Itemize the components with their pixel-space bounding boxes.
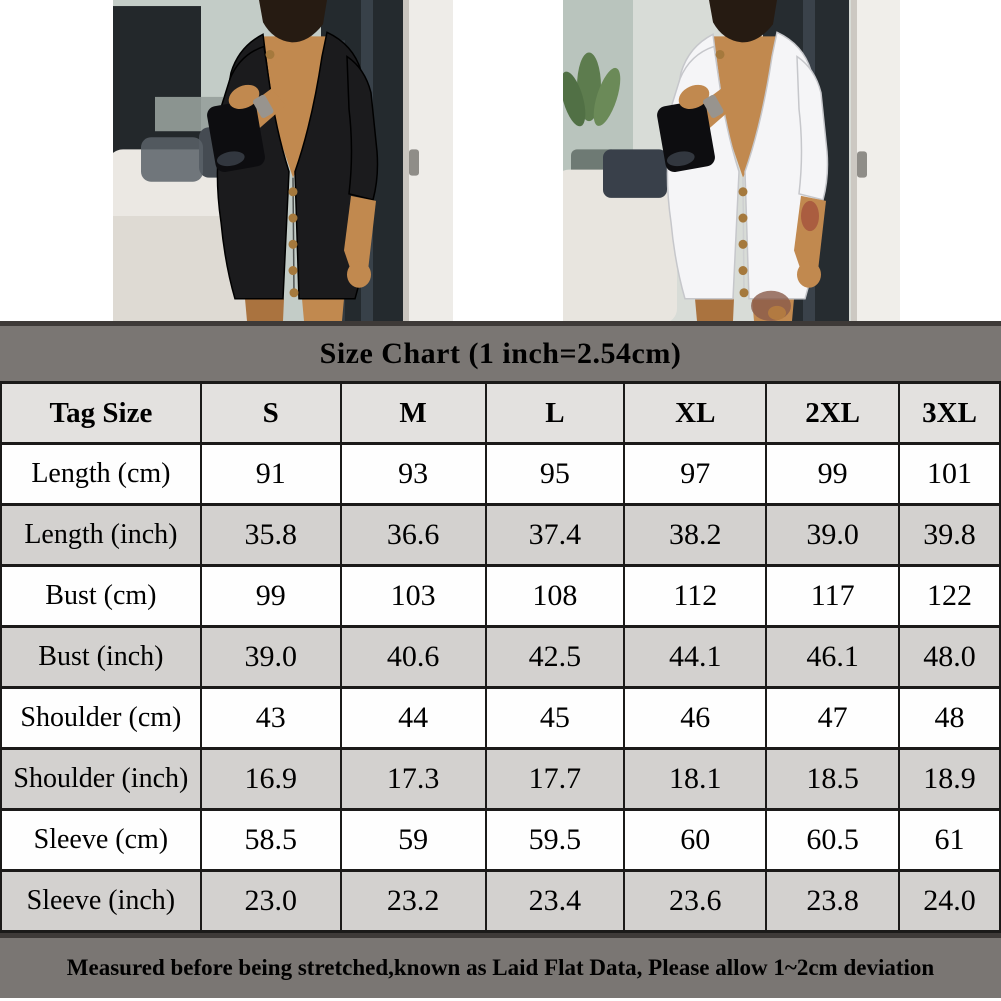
size-cell: 17.7: [484, 747, 626, 811]
product-photo-black: [113, 0, 453, 321]
size-cell: 60.5: [765, 808, 901, 872]
size-chart-title-band: Size Chart (1 inch=2.54cm): [0, 321, 1001, 381]
column-header-2xl: 2XL: [765, 381, 901, 445]
size-cell: 23.6: [623, 869, 768, 933]
row-label: Length (inch): [0, 503, 202, 567]
size-cell: 60: [623, 808, 768, 872]
size-cell: 39.0: [765, 503, 901, 567]
row-label: Bust (inch): [0, 625, 202, 689]
size-cell: 99: [199, 564, 342, 628]
size-cell: 24.0: [898, 869, 1001, 933]
table-row: Length (cm) 91 93 95 97 99 101: [0, 442, 1001, 506]
row-label: Shoulder (inch): [0, 747, 202, 811]
pillow: [603, 149, 667, 198]
row-label: Shoulder (cm): [0, 686, 202, 750]
row-label: Sleeve (cm): [0, 808, 202, 872]
row-label: Sleeve (inch): [0, 869, 202, 933]
size-cell: 23.4: [484, 869, 626, 933]
photo-strip: [0, 0, 1001, 321]
bed: [563, 169, 677, 321]
size-cell: 43: [199, 686, 342, 750]
size-cell: 23.8: [765, 869, 901, 933]
size-cell: 103: [339, 564, 487, 628]
column-header-s: S: [199, 381, 342, 445]
table-row: Shoulder (cm) 43 44 45 46 47 48: [0, 686, 1001, 750]
size-cell: 99: [765, 442, 901, 506]
table-row: Bust (cm) 99 103 108 112 117 122: [0, 564, 1001, 628]
product-photo-white: [563, 0, 900, 321]
size-cell: 91: [199, 442, 342, 506]
size-cell: 59.5: [484, 808, 626, 872]
size-cell: 59: [339, 808, 487, 872]
size-cell: 117: [765, 564, 901, 628]
column-header-l: L: [484, 381, 626, 445]
table-row: Bust (inch) 39.0 40.6 42.5 44.1 46.1 48.…: [0, 625, 1001, 689]
column-header-tag-size: Tag Size: [0, 381, 202, 445]
size-cell: 61: [898, 808, 1001, 872]
size-chart-table: Tag Size S M L XL 2XL 3XL Length (cm) 91…: [0, 381, 1001, 933]
row-label: Length (cm): [0, 442, 202, 506]
size-cell: 58.5: [199, 808, 342, 872]
size-cell: 47: [765, 686, 901, 750]
size-cell: 45: [484, 686, 626, 750]
size-cell: 97: [623, 442, 768, 506]
size-cell: 23.0: [199, 869, 342, 933]
measurement-note: Measured before being stretched,known as…: [66, 955, 935, 980]
table-row: Length (inch) 35.8 36.6 37.4 38.2 39.0 3…: [0, 503, 1001, 567]
column-header-m: M: [339, 381, 487, 445]
size-cell: 93: [339, 442, 487, 506]
table-row: Sleeve (inch) 23.0 23.2 23.4 23.6 23.8 2…: [0, 869, 1001, 933]
size-cell: 108: [484, 564, 626, 628]
size-cell: 48: [898, 686, 1001, 750]
size-cell: 44: [339, 686, 487, 750]
size-cell: 23.2: [339, 869, 487, 933]
size-cell: 48.0: [898, 625, 1001, 689]
thigh-tattoo: [751, 290, 791, 321]
size-cell: 36.6: [339, 503, 487, 567]
size-cell: 18.5: [765, 747, 901, 811]
column-header-xl: XL: [623, 381, 768, 445]
size-cell: 40.6: [339, 625, 487, 689]
table-row: Shoulder (inch) 16.9 17.3 17.7 18.1 18.5…: [0, 747, 1001, 811]
tv-cabinet: [113, 6, 201, 160]
size-chart-title: Size Chart (1 inch=2.54cm): [319, 336, 682, 370]
size-cell: 17.3: [339, 747, 487, 811]
row-label: Bust (cm): [0, 564, 202, 628]
size-cell: 44.1: [623, 625, 768, 689]
size-cell: 18.9: [898, 747, 1001, 811]
size-cell: 122: [898, 564, 1001, 628]
size-cell: 95: [484, 442, 626, 506]
size-cell: 39.0: [199, 625, 342, 689]
size-cell: 35.8: [199, 503, 342, 567]
size-cell: 37.4: [484, 503, 626, 567]
size-cell: 38.2: [623, 503, 768, 567]
door-handle: [409, 149, 419, 176]
table-row: Sleeve (cm) 58.5 59 59.5 60 60.5 61: [0, 808, 1001, 872]
size-cell: 112: [623, 564, 768, 628]
arm-tattoo: [801, 200, 819, 232]
size-cell: 39.8: [898, 503, 1001, 567]
column-header-3xl: 3XL: [898, 381, 1001, 445]
size-cell: 101: [898, 442, 1001, 506]
table-header-row: Tag Size S M L XL 2XL 3XL: [0, 381, 1001, 445]
size-cell: 46.1: [765, 625, 901, 689]
size-cell: 18.1: [623, 747, 768, 811]
measurement-note-band: Measured before being stretched,known as…: [0, 933, 1001, 998]
size-cell: 46: [623, 686, 768, 750]
size-cell: 16.9: [199, 747, 342, 811]
door-handle: [857, 151, 867, 178]
size-cell: 42.5: [484, 625, 626, 689]
